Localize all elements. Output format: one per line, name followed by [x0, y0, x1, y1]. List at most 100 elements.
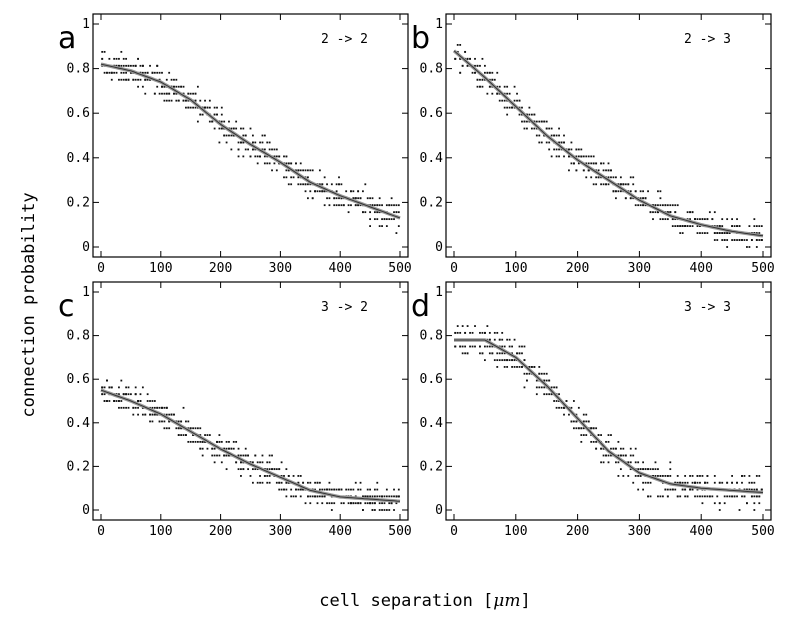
scatter-point — [694, 495, 696, 498]
scatter-point — [120, 400, 123, 402]
scatter-point — [681, 232, 684, 234]
scatter-point — [285, 155, 288, 158]
scatter-point — [328, 488, 331, 491]
scatter-point — [530, 127, 533, 130]
scatter-point — [476, 85, 479, 88]
scatter-point — [120, 50, 123, 53]
scatter-point — [748, 475, 751, 477]
scatter-point — [523, 359, 526, 362]
scatter-point — [501, 338, 504, 341]
scatter-point — [259, 481, 261, 484]
scatter-point — [376, 218, 379, 221]
scatter-point — [352, 197, 355, 200]
scatter-point — [535, 379, 538, 382]
scatter-point — [481, 57, 484, 60]
scatter-point — [175, 427, 178, 430]
scatter-point — [491, 345, 494, 348]
scatter-point — [699, 218, 701, 221]
scatter-point — [359, 204, 362, 207]
scatter-point — [235, 461, 238, 464]
scatter-point — [285, 162, 288, 165]
scatter-point — [528, 106, 531, 109]
scatter-point — [118, 386, 120, 389]
scatter-point — [292, 495, 295, 498]
scatter-point — [746, 246, 748, 248]
scatter-point — [577, 148, 580, 151]
y-tick-label: 1 — [82, 17, 90, 32]
scatter-point — [201, 454, 204, 457]
scatter-point — [708, 211, 711, 214]
scatter-point — [666, 211, 669, 214]
scatter-point — [192, 92, 194, 95]
scatter-point — [617, 454, 620, 457]
scatter-point — [684, 225, 687, 227]
scatter-point — [736, 218, 738, 221]
x-tick-label: 200 — [566, 261, 589, 276]
scatter-point — [347, 211, 350, 214]
scatter-point — [642, 204, 645, 207]
scatter-point — [220, 461, 223, 464]
scatter-point — [309, 495, 312, 498]
scatter-point — [664, 475, 667, 477]
fit-curve-halo — [100, 62, 401, 220]
x-tick-label: 400 — [328, 261, 351, 276]
scatter-point — [498, 99, 501, 102]
scatter-point — [736, 225, 738, 227]
scatter-point — [347, 488, 350, 491]
scatter-point — [381, 502, 383, 505]
scatter-point — [385, 218, 388, 221]
scatter-point — [359, 488, 362, 491]
scatter-point — [563, 155, 565, 158]
scatter-point — [263, 155, 266, 158]
scatter-point — [189, 106, 192, 109]
scatter-point — [251, 461, 254, 464]
scatter-point — [731, 495, 733, 498]
scatter-point — [232, 134, 235, 137]
scatter-point — [738, 509, 741, 511]
scatter-point — [189, 427, 192, 430]
scatter-point — [597, 169, 600, 172]
scatter-point — [491, 78, 494, 81]
scatter-point — [666, 475, 669, 477]
scatter-point — [266, 141, 269, 144]
scatter-point — [285, 488, 288, 491]
scatter-point — [103, 386, 106, 389]
scatter-point — [261, 481, 264, 484]
scatter-point — [397, 225, 400, 227]
scatter-point — [555, 134, 558, 137]
scatter-point — [342, 204, 345, 207]
scatter-point — [359, 502, 362, 505]
scatter-point — [550, 386, 553, 389]
scatter-point — [506, 113, 509, 116]
scatter-point — [101, 393, 104, 396]
scatter-point — [240, 127, 242, 130]
scatter-point — [466, 325, 469, 327]
scatter-point — [213, 106, 216, 109]
scatter-point — [216, 454, 218, 457]
scatter-point — [235, 440, 238, 443]
y-axis-title: connection probability — [19, 192, 39, 417]
scatter-point — [266, 475, 269, 477]
scatter-point — [753, 495, 756, 498]
scatter-point — [388, 218, 391, 221]
scatter-point — [496, 359, 499, 362]
scatter-point — [607, 440, 610, 443]
scatter-point — [373, 509, 376, 511]
scatter-point — [240, 141, 242, 144]
scatter-point — [540, 386, 543, 389]
scatter-point — [533, 366, 536, 368]
scatter-point — [321, 502, 324, 505]
scatter-point — [165, 99, 168, 102]
scatter-point — [395, 211, 398, 214]
scatter-point — [582, 413, 585, 416]
scatter-point — [376, 211, 379, 214]
scatter-point — [758, 239, 761, 241]
scatter-point — [659, 475, 662, 477]
scatter-point — [563, 413, 565, 416]
scatter-point — [580, 148, 583, 151]
scatter-point — [654, 475, 657, 477]
scatter-point — [103, 50, 106, 53]
scatter-point — [671, 204, 674, 207]
scatter-point — [390, 218, 393, 221]
scatter-point — [750, 495, 753, 498]
